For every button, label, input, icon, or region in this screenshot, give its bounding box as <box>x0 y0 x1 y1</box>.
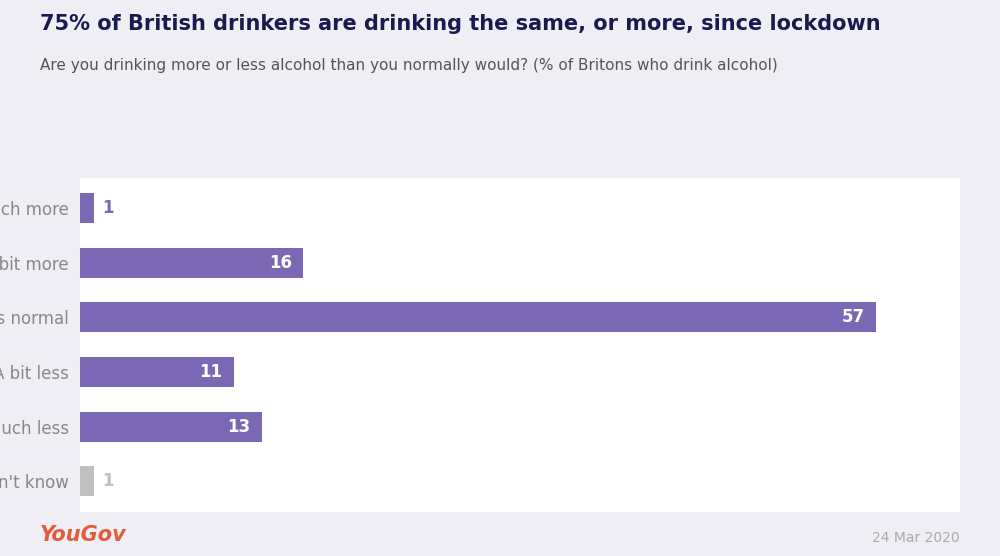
Text: 16: 16 <box>269 254 292 272</box>
Bar <box>80 411 262 441</box>
Text: 57: 57 <box>842 309 865 326</box>
Text: 24 Mar 2020: 24 Mar 2020 <box>872 531 960 545</box>
Bar <box>80 302 876 332</box>
Text: 75% of British drinkers are drinking the same, or more, since lockdown: 75% of British drinkers are drinking the… <box>40 14 881 34</box>
Bar <box>80 193 94 223</box>
Text: Are you drinking more or less alcohol than you normally would? (% of Britons who: Are you drinking more or less alcohol th… <box>40 58 778 73</box>
Text: 11: 11 <box>199 363 222 381</box>
Text: 13: 13 <box>227 418 250 436</box>
Bar <box>80 466 94 497</box>
Bar <box>80 357 234 387</box>
Text: 1: 1 <box>102 473 114 490</box>
Text: 1: 1 <box>102 199 114 217</box>
Bar <box>80 248 303 278</box>
Text: YouGov: YouGov <box>40 525 127 545</box>
